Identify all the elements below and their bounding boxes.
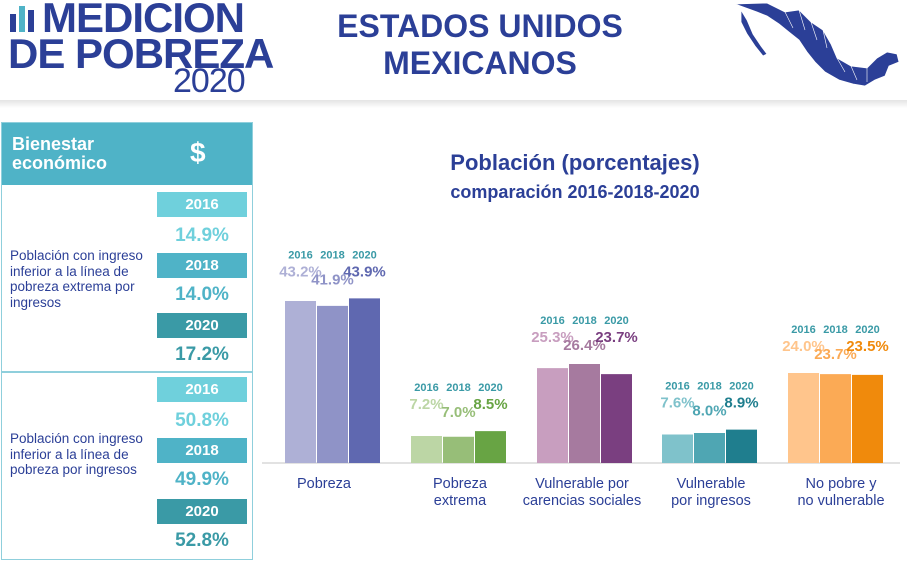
year-header: 2018 xyxy=(572,315,596,327)
indicator-value: 49.9% xyxy=(175,469,229,490)
indicator-value: 52.8% xyxy=(175,530,229,551)
chart-subtitle: comparación 2016-2018-2020 xyxy=(450,182,700,202)
panel-title-line2: económico xyxy=(12,153,108,173)
year-header: 2020 xyxy=(478,382,502,394)
logo-title-line1: MEDICION xyxy=(42,0,245,41)
year-header: 2020 xyxy=(729,381,753,393)
indicator-panel: Bienestar económico $ Población con ingr… xyxy=(1,122,253,560)
chart-bar xyxy=(852,374,883,463)
chart-bar xyxy=(317,305,348,463)
panel-title: Bienestar económico xyxy=(12,135,107,173)
category-label-line: Pobreza xyxy=(433,476,488,492)
category-label-line: no vulnerable xyxy=(797,493,884,509)
category-label: Pobreza extrema xyxy=(433,476,488,509)
chart-bar xyxy=(475,431,506,463)
logo-title-line2: DE POBREZA xyxy=(8,30,274,77)
chart-bar xyxy=(601,374,632,463)
year-header: 2016 xyxy=(665,381,689,393)
data-label: 26.4% xyxy=(563,337,606,354)
year-header: 2020 xyxy=(352,249,376,261)
dollar-icon: $ xyxy=(190,137,206,168)
indicator-label: Población con ingreso inferior a la líne… xyxy=(10,248,143,310)
data-label: 23.5% xyxy=(846,338,889,355)
data-label: 7.2% xyxy=(409,396,443,413)
year-chip: 2016 xyxy=(157,192,247,217)
data-label: 7.6% xyxy=(660,395,694,412)
year-header: 2020 xyxy=(604,315,628,327)
year-header: 2018 xyxy=(823,324,847,336)
chart-bar xyxy=(349,298,380,463)
category-label-line: No pobre y xyxy=(806,476,878,492)
year-header: 2016 xyxy=(288,249,312,261)
data-label: 23.7% xyxy=(814,346,857,363)
chart-bar xyxy=(694,433,725,463)
category-label: Vulnerable por ingresos xyxy=(671,476,751,509)
indicator-value: 17.2% xyxy=(175,344,229,365)
category-label-line: Pobreza xyxy=(297,476,352,492)
panel-title-line1: Bienestar xyxy=(12,134,95,154)
category-label: No pobre y no vulnerable xyxy=(797,476,884,509)
data-label: 8.0% xyxy=(692,403,726,420)
category-label: Vulnerable por carencias sociales xyxy=(523,476,641,509)
panel-header: Bienestar económico $ xyxy=(2,123,252,185)
year-chip: 2020 xyxy=(157,313,247,338)
chart-bar xyxy=(411,436,442,463)
data-label: 23.7% xyxy=(595,329,638,346)
chart-bar xyxy=(285,301,316,463)
year-header: 2016 xyxy=(414,382,438,394)
year-header: 2018 xyxy=(697,381,721,393)
year-header: 2020 xyxy=(855,324,879,336)
year-chip: 2020 xyxy=(157,499,247,524)
year-header: 2018 xyxy=(446,382,470,394)
data-label: 7.0% xyxy=(441,404,475,421)
data-label: 25.3% xyxy=(531,329,574,346)
data-label: 24.0% xyxy=(782,338,825,355)
section-divider xyxy=(2,371,252,373)
chart-title: Población (porcentajes) xyxy=(450,150,700,175)
indicator-value: 14.9% xyxy=(175,225,229,246)
bar-chart-icon xyxy=(10,6,34,32)
header-divider xyxy=(0,100,907,108)
indicator-value: 50.8% xyxy=(175,410,229,431)
indicator-value: 14.0% xyxy=(175,284,229,305)
logo-year: 2020 xyxy=(173,62,246,100)
chart-bar xyxy=(443,436,474,463)
year-header: 2018 xyxy=(320,249,344,261)
data-label: 41.9% xyxy=(311,271,354,288)
year-header: 2016 xyxy=(540,315,564,327)
chart-bar xyxy=(726,429,757,463)
country-line1: ESTADOS UNIDOS xyxy=(337,8,623,44)
mexico-map-icon xyxy=(734,2,900,87)
category-label-line: carencias sociales xyxy=(523,493,641,509)
logo: MEDICION DE POBREZA 2020 xyxy=(8,0,274,100)
category-label-line: Vulnerable xyxy=(677,476,746,492)
data-label: 8.5% xyxy=(473,396,507,413)
indicator-label: Población con ingreso inferior a la líne… xyxy=(10,431,143,477)
category-label-line: Vulnerable por xyxy=(535,476,629,492)
year-header: 2016 xyxy=(791,324,815,336)
chart-bar xyxy=(569,364,600,463)
year-chip: 2018 xyxy=(157,438,247,463)
data-label: 43.9% xyxy=(343,263,386,280)
page-title: ESTADOS UNIDOS MEXICANOS xyxy=(330,8,630,82)
data-label: 8.9% xyxy=(724,395,758,412)
chart-bar xyxy=(820,374,851,463)
chart-bar xyxy=(537,368,568,463)
category-label: Pobreza xyxy=(297,476,352,492)
category-label-line: extrema xyxy=(434,493,487,509)
chart-bar xyxy=(788,373,819,463)
category-label-line: por ingresos xyxy=(671,493,751,509)
data-label: 43.2% xyxy=(279,263,322,280)
year-chip: 2016 xyxy=(157,377,247,402)
chart-bar xyxy=(662,434,693,463)
country-line2: MEXICANOS xyxy=(383,45,577,81)
year-chip: 2018 xyxy=(157,253,247,278)
